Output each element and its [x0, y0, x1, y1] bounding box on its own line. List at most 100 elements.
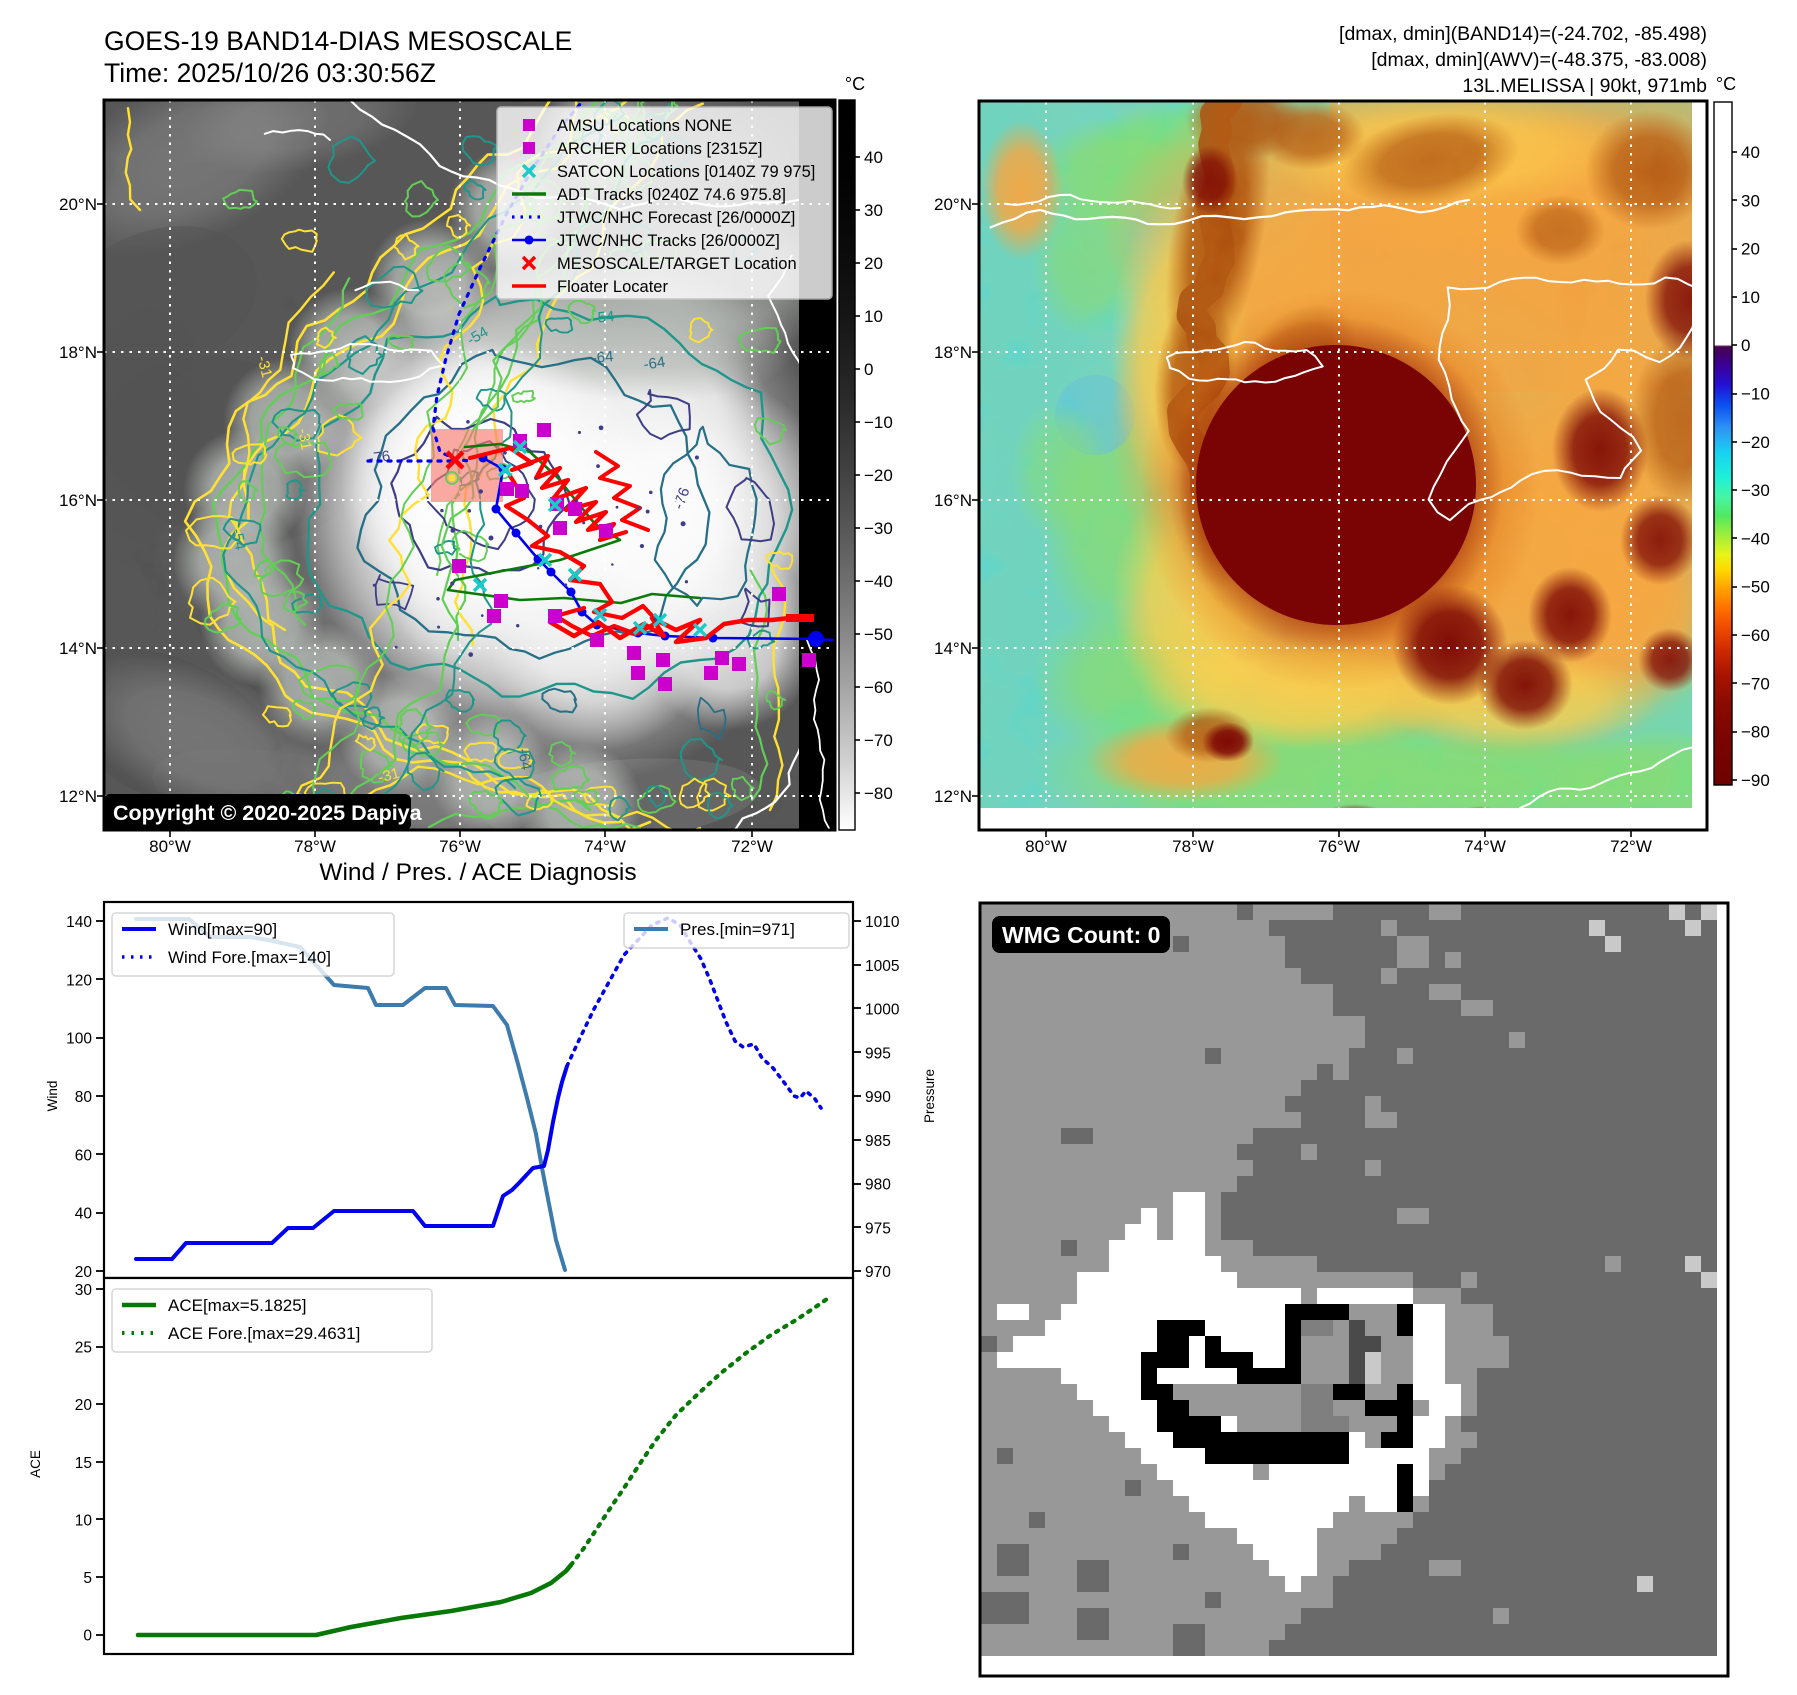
svg-text:12°N: 12°N: [59, 787, 97, 806]
svg-text:970: 970: [865, 1264, 891, 1281]
svg-text:ACE[max=5.1825]: ACE[max=5.1825]: [168, 1296, 306, 1315]
svg-text:WMG Count: 0: WMG Count: 0: [1002, 922, 1160, 948]
svg-text:[dmax, dmin](BAND14)=(-24.702,: [dmax, dmin](BAND14)=(-24.702, -85.498): [1339, 23, 1707, 45]
svg-text:JTWC/NHC Tracks [26/0000Z]: JTWC/NHC Tracks [26/0000Z]: [557, 232, 780, 250]
svg-text:−40: −40: [864, 572, 893, 591]
svg-text:−50: −50: [1741, 578, 1770, 597]
svg-text:°C: °C: [1716, 74, 1736, 94]
svg-text:18°N: 18°N: [59, 343, 97, 362]
svg-text:13L.MELISSA | 90kt, 971mb: 13L.MELISSA | 90kt, 971mb: [1462, 75, 1707, 97]
svg-text:−50: −50: [864, 625, 893, 644]
svg-text:25: 25: [75, 1340, 92, 1357]
svg-text:15: 15: [75, 1455, 92, 1472]
svg-text:20: 20: [1741, 240, 1760, 259]
svg-text:30: 30: [1741, 191, 1760, 210]
svg-text:Time: 2025/10/26 03:30:56Z: Time: 2025/10/26 03:30:56Z: [104, 58, 436, 88]
svg-text:Wind Fore.[max=140]: Wind Fore.[max=140]: [168, 948, 331, 967]
svg-text:14°N: 14°N: [59, 639, 97, 658]
svg-text:975: 975: [865, 1220, 891, 1237]
svg-text:80°W: 80°W: [149, 837, 191, 856]
svg-text:16°N: 16°N: [934, 491, 972, 510]
svg-text:[dmax, dmin](AWV)=(-48.375, -8: [dmax, dmin](AWV)=(-48.375, -83.008): [1371, 49, 1707, 71]
svg-text:10: 10: [864, 307, 883, 326]
svg-text:ACE: ACE: [28, 1450, 43, 1478]
svg-text:40: 40: [75, 1206, 93, 1223]
svg-text:10: 10: [75, 1512, 93, 1529]
svg-text:-31: -31: [253, 354, 275, 379]
svg-text:Pres.[min=971]: Pres.[min=971]: [680, 920, 795, 939]
svg-text:60: 60: [75, 1147, 93, 1164]
svg-text:−70: −70: [1741, 674, 1770, 693]
svg-text:-64: -64: [591, 348, 614, 367]
svg-text:−30: −30: [864, 519, 893, 538]
svg-text:°C: °C: [845, 74, 865, 94]
svg-text:−20: −20: [1741, 433, 1770, 452]
svg-text:72°W: 72°W: [1610, 837, 1652, 856]
svg-text:SATCON Locations [0140Z 79 975: SATCON Locations [0140Z 79 975]: [557, 163, 815, 181]
svg-text:20°N: 20°N: [59, 195, 97, 214]
svg-text:−90: −90: [1741, 771, 1770, 790]
svg-text:AMSU Locations NONE: AMSU Locations NONE: [557, 117, 732, 135]
svg-text:20: 20: [75, 1397, 93, 1414]
svg-text:−10: −10: [864, 413, 893, 432]
svg-text:1005: 1005: [865, 958, 899, 975]
svg-text:0: 0: [83, 1628, 92, 1645]
svg-text:1000: 1000: [865, 1002, 900, 1019]
svg-text:30: 30: [864, 201, 883, 220]
svg-text:995: 995: [865, 1045, 891, 1062]
svg-text:-31: -31: [294, 427, 315, 451]
svg-text:Wind[max=90]: Wind[max=90]: [168, 920, 277, 939]
svg-text:Pressure: Pressure: [922, 1069, 937, 1123]
svg-text:78°W: 78°W: [294, 837, 336, 856]
svg-text:ADT Tracks [0240Z 74.6 975.8]: ADT Tracks [0240Z 74.6 975.8]: [557, 186, 786, 204]
svg-text:-54: -54: [228, 527, 249, 551]
svg-text:14°N: 14°N: [934, 639, 972, 658]
svg-text:Wind: Wind: [45, 1081, 60, 1112]
svg-text:−40: −40: [1741, 529, 1770, 548]
svg-text:-76: -76: [367, 448, 391, 468]
svg-text:-64: -64: [642, 354, 666, 374]
svg-text:−10: −10: [1741, 385, 1770, 404]
svg-text:ARCHER Locations [2315Z]: ARCHER Locations [2315Z]: [557, 140, 762, 158]
svg-text:980: 980: [865, 1177, 891, 1194]
svg-text:20°N: 20°N: [934, 195, 972, 214]
svg-text:1010: 1010: [865, 914, 900, 931]
svg-text:Copyright © 2020-2025 Dapiya: Copyright © 2020-2025 Dapiya: [113, 801, 423, 825]
svg-text:10: 10: [1741, 288, 1760, 307]
svg-text:-64: -64: [514, 747, 535, 771]
svg-text:Wind / Pres. / ACE Diagnosis: Wind / Pres. / ACE Diagnosis: [319, 859, 636, 886]
svg-text:0: 0: [864, 360, 873, 379]
svg-text:-54: -54: [592, 308, 615, 327]
svg-text:76°W: 76°W: [1318, 837, 1360, 856]
svg-text:20: 20: [75, 1264, 93, 1281]
svg-text:985: 985: [865, 1133, 891, 1150]
svg-text:0: 0: [1741, 336, 1750, 355]
svg-text:74°W: 74°W: [1464, 837, 1506, 856]
svg-text:76°W: 76°W: [439, 837, 481, 856]
svg-text:-31: -31: [376, 765, 401, 787]
svg-text:40: 40: [1741, 143, 1760, 162]
svg-text:−80: −80: [864, 784, 893, 803]
svg-text:18°N: 18°N: [934, 343, 972, 362]
svg-text:120: 120: [66, 972, 92, 989]
svg-text:78°W: 78°W: [1172, 837, 1214, 856]
svg-text:−30: −30: [1741, 481, 1770, 500]
svg-text:100: 100: [66, 1031, 92, 1048]
svg-text:JTWC/NHC Forecast [26/0000Z]: JTWC/NHC Forecast [26/0000Z]: [557, 209, 795, 227]
svg-text:74°W: 74°W: [584, 837, 626, 856]
svg-text:990: 990: [865, 1089, 891, 1106]
svg-text:−80: −80: [1741, 723, 1770, 742]
svg-text:ACE Fore.[max=29.4631]: ACE Fore.[max=29.4631]: [168, 1324, 360, 1343]
svg-text:−60: −60: [864, 678, 893, 697]
svg-text:5: 5: [83, 1570, 92, 1587]
svg-text:-76: -76: [670, 485, 693, 511]
svg-text:GOES-19 BAND14-DIAS MESOSCALE: GOES-19 BAND14-DIAS MESOSCALE: [104, 26, 572, 56]
svg-text:30: 30: [75, 1282, 93, 1299]
svg-text:140: 140: [66, 914, 92, 931]
svg-text:−20: −20: [864, 466, 893, 485]
svg-text:12°N: 12°N: [934, 787, 972, 806]
svg-text:Floater Locater: Floater Locater: [557, 278, 668, 296]
svg-text:16°N: 16°N: [59, 491, 97, 510]
svg-text:20: 20: [864, 254, 883, 273]
svg-text:72°W: 72°W: [731, 837, 773, 856]
